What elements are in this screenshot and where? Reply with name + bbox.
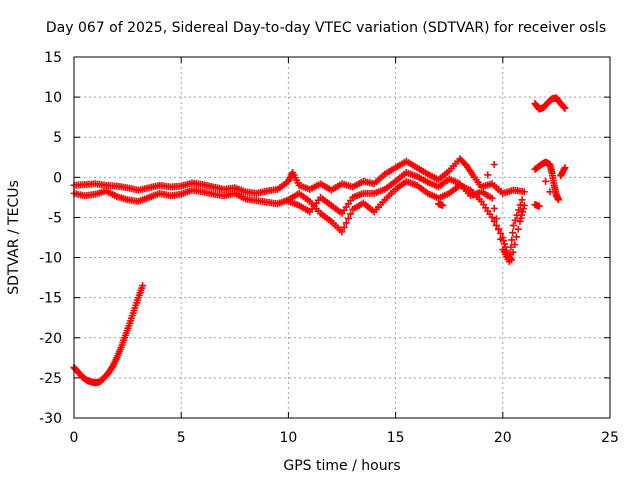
data-point (492, 221, 500, 229)
data-points (70, 94, 569, 387)
x-tick-label: 10 (279, 430, 297, 446)
x-tick-label: 25 (601, 430, 619, 446)
x-tick-label: 0 (70, 430, 79, 446)
chart-title: Day 067 of 2025, Sidereal Day-to-day VTE… (46, 20, 606, 36)
y-tick-label: 10 (44, 90, 62, 106)
data-point (561, 164, 569, 172)
data-point (507, 243, 515, 251)
y-tick-label: -5 (48, 210, 62, 226)
axis-ticks: 0 5 10 15 20 25 15 10 5 0 -5 -10 -15 -20 -25 -30 (39, 50, 619, 446)
grid-lines (74, 57, 610, 418)
x-tick-label: 5 (177, 430, 186, 446)
data-point (344, 214, 352, 222)
data-point (516, 201, 524, 209)
x-axis-label: GPS time / hours (283, 458, 400, 474)
data-point (511, 216, 519, 224)
data-point (516, 217, 524, 225)
data-point (340, 223, 348, 231)
data-point (520, 188, 528, 196)
y-tick-label: -15 (39, 291, 62, 307)
data-point (490, 160, 498, 168)
data-point (519, 205, 527, 213)
data-point (513, 233, 521, 241)
y-axis-label: SDTVAR / TECUs (6, 180, 22, 295)
y-tick-label: -20 (39, 331, 62, 347)
data-point (515, 206, 523, 214)
data-point (492, 215, 500, 223)
data-point (509, 229, 517, 237)
data-point (511, 241, 519, 249)
data-point (560, 103, 568, 111)
data-point (561, 104, 569, 112)
x-tick-label: 20 (494, 430, 512, 446)
data-point (517, 214, 525, 222)
data-point (342, 219, 350, 227)
data-point (490, 204, 498, 212)
data-point (510, 221, 518, 229)
data-point (338, 228, 346, 236)
y-tick-label: -10 (39, 251, 62, 267)
data-point (506, 250, 514, 258)
data-point (518, 196, 526, 204)
data-point (139, 282, 147, 290)
data-point (501, 240, 509, 248)
data-point (546, 188, 554, 196)
data-point (495, 225, 503, 233)
y-tick-label: 15 (44, 50, 62, 66)
data-point (535, 202, 543, 210)
x-tick-label: 15 (387, 430, 405, 446)
data-point (519, 208, 527, 216)
data-point (484, 171, 492, 179)
y-tick-label: -30 (39, 411, 62, 427)
y-tick-label: -25 (39, 371, 62, 387)
data-point (513, 211, 521, 219)
data-point (439, 201, 447, 209)
y-tick-label: 5 (53, 130, 62, 146)
data-point (505, 258, 513, 266)
data-point (514, 225, 522, 233)
data-point (488, 194, 496, 202)
data-point (555, 196, 563, 204)
data-point (488, 213, 496, 221)
y-tick-label: 0 (53, 170, 62, 186)
data-point (542, 177, 550, 185)
plot-frame (73, 56, 611, 419)
data-point (497, 235, 505, 243)
data-point (347, 210, 355, 218)
data-point (508, 236, 516, 244)
